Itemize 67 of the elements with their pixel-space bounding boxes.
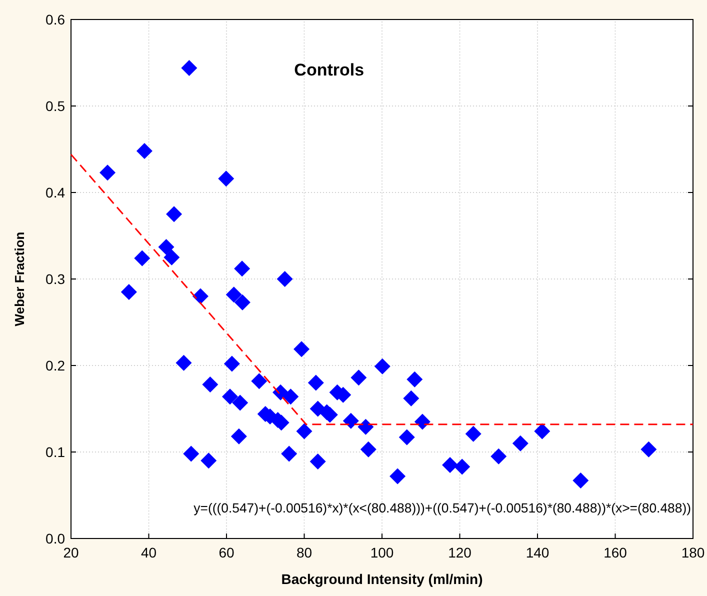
point (310, 454, 326, 470)
x-tick-label: 180 (681, 544, 705, 560)
point (218, 170, 234, 187)
point (281, 446, 298, 462)
point (296, 423, 312, 440)
x-tick-label: 20 (63, 544, 79, 560)
point (232, 394, 248, 411)
point (224, 356, 240, 372)
point (414, 414, 430, 430)
y-tick-label: 0.2 (46, 358, 66, 374)
x-tick-label: 120 (448, 544, 472, 560)
point (465, 426, 482, 442)
point (181, 60, 198, 76)
point (164, 249, 180, 266)
annotation: y=(((0.547)+(-0.00516)*x)*(x<(80.488)))+((0.547)+(-0.00516)*(80.488))*(x>=(80.488)) (194, 500, 691, 516)
point (176, 354, 192, 371)
point (374, 358, 390, 374)
y-tick-label: 0.4 (46, 184, 66, 200)
point (134, 250, 150, 266)
point (222, 388, 238, 405)
point (120, 284, 137, 300)
point (192, 288, 208, 304)
point (534, 423, 550, 440)
point (230, 428, 247, 444)
x-axis-title: Background Intensity (ml/min) (281, 571, 483, 587)
point (640, 441, 657, 458)
point (403, 390, 420, 406)
point (350, 370, 367, 386)
x-tick-label: 80 (296, 544, 312, 560)
point (360, 441, 376, 458)
x-tick-label: 140 (526, 544, 550, 560)
point (406, 371, 423, 388)
text: Controls (294, 60, 364, 80)
point (442, 456, 458, 473)
point (251, 373, 268, 390)
point (454, 458, 470, 475)
point (512, 435, 528, 452)
point (358, 418, 374, 435)
point (200, 452, 217, 469)
y-tick-label: 0.5 (46, 98, 66, 114)
y-tick-label: 0.6 (46, 12, 66, 28)
y-axis-title: Weber Fraction (12, 232, 27, 326)
point (158, 238, 174, 255)
point (490, 448, 507, 464)
point (276, 271, 293, 287)
x-tick-label: 160 (604, 544, 628, 560)
point (282, 388, 299, 405)
point (100, 164, 116, 181)
point (572, 472, 589, 489)
y-tick-label: 0.1 (46, 444, 66, 460)
y-tick-label: 0.3 (46, 271, 66, 287)
point (390, 468, 406, 484)
point (226, 286, 242, 303)
x-tick-label: 100 (370, 544, 394, 560)
point (183, 446, 200, 462)
point (308, 374, 324, 391)
point (234, 260, 250, 277)
point (342, 412, 359, 429)
x-tick-label: 40 (140, 544, 157, 560)
point (202, 376, 218, 393)
point (234, 294, 250, 310)
point (398, 429, 415, 446)
y-tick-label: 0.0 (46, 530, 66, 546)
point (136, 142, 152, 159)
x-tick-label: 60 (218, 544, 234, 560)
point (294, 341, 310, 358)
point (166, 206, 182, 222)
